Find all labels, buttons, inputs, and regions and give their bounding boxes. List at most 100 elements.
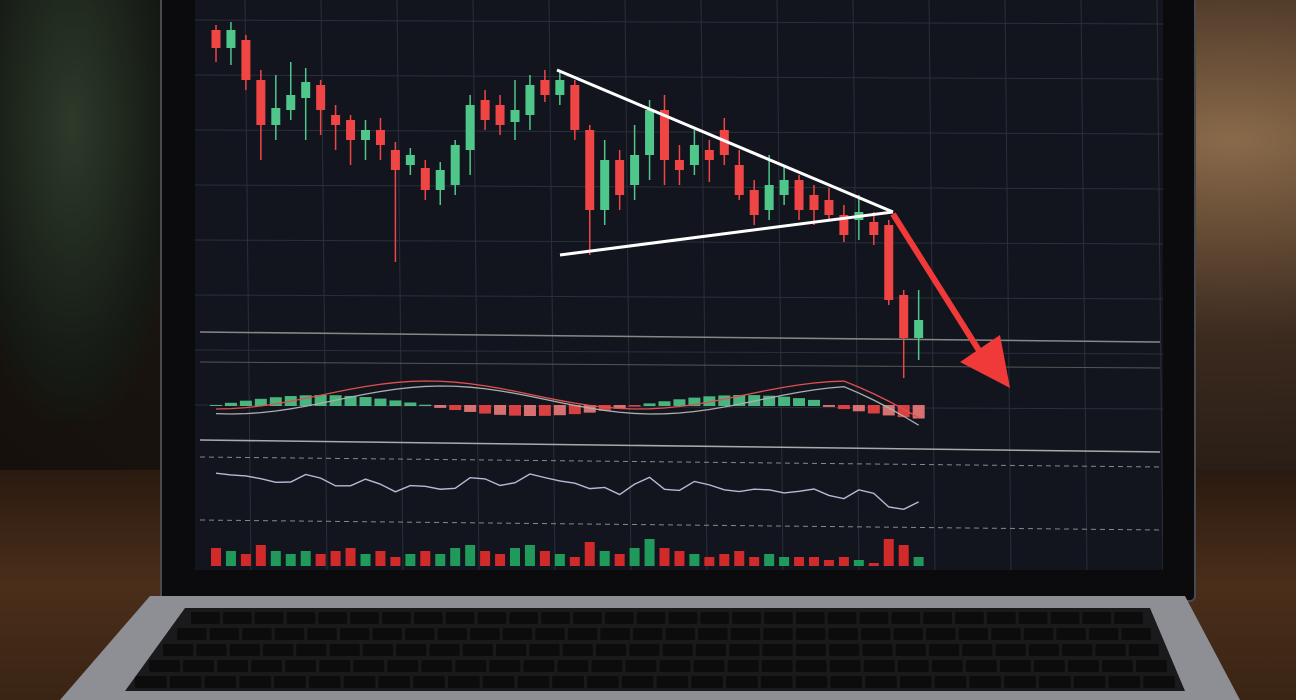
volume-bar [689,554,700,566]
keyboard-key [1056,628,1086,640]
keyboard-key [600,628,630,640]
volume-bar [719,554,730,566]
keyboard-keys [135,612,1175,688]
volume-bar [838,557,849,566]
volume-bar [524,545,535,566]
volume-bar [435,554,446,566]
macd-histogram-bar [299,395,312,406]
keyboard-key [274,628,305,640]
keyboard-key [378,676,411,688]
bullish-candle [450,145,460,185]
keyboard-key [1101,660,1133,672]
keyboard-key [991,628,1021,640]
bearish-candle [615,160,625,195]
volume-bar [704,557,715,566]
macd-histogram-bar [733,395,746,406]
bullish-candle [764,185,774,210]
keyboard-key [455,660,487,672]
keyboard-key [595,644,627,656]
keyboard-key [700,612,730,624]
keyboard-key [621,676,654,688]
keyboard-key [1038,676,1071,688]
keyboard-key [242,628,272,640]
keyboard-key [1033,660,1065,672]
keyboard-key [413,676,445,688]
macd-histogram-bar [254,398,267,406]
keyboard-key [829,660,861,672]
bearish-candle [570,85,580,130]
bearish-candle [674,160,684,170]
grid-line-h [195,294,1163,300]
volume-bar [255,545,266,566]
macd-histogram-bar [628,405,641,407]
volume-bar [764,554,775,566]
keyboard-key [604,612,634,624]
bearish-candle [346,120,356,140]
volume-bar [360,554,371,566]
macd-histogram-bar [404,402,417,406]
macd-histogram-bar [344,395,357,406]
keyboard-key [222,612,252,624]
keyboard-key [1018,612,1048,624]
macd-histogram-bar [239,400,252,406]
keyboard-key [387,660,419,672]
keyboard-key [893,628,924,640]
macd-histogram-bar [867,405,880,414]
bearish-candle [420,168,430,190]
keyboard-key [382,612,411,624]
keyboard-key [934,676,967,688]
keyboard-key [343,676,376,688]
bearish-candle [809,195,819,210]
keyboard-key [862,644,893,656]
keyboard-key [209,628,240,640]
keyboard-key [656,676,689,688]
laptop-screen [195,0,1163,570]
bearish-candle [869,222,879,235]
keyboard-key [986,612,1016,624]
volume-bar [629,548,640,566]
grid-line-v [472,0,480,570]
keyboard-key [762,644,793,656]
keyboard-key [169,676,202,688]
keyboard-key [217,660,249,672]
keyboard-key [229,644,260,656]
rsi-panel [215,472,919,511]
keyboard-key [285,660,317,672]
keyboard-key [429,644,460,656]
macd-histogram-bar [359,397,372,406]
keyboard-key [163,644,194,656]
keyboard-key [829,644,860,656]
volume-bar [225,551,236,566]
keyboard-key [863,660,895,672]
keyboard-key [965,660,997,672]
grid-line-v [852,0,860,570]
grid-line-v [624,0,632,570]
keyboard-key [761,660,793,672]
volume-bar [644,539,655,566]
grid-line-v [776,0,784,570]
keyboard-key [462,644,493,656]
volume-bar [898,545,909,566]
keyboard-key [318,612,348,624]
grid-line-v [1156,0,1163,570]
keyboard-key [353,660,385,672]
bearish-candle [375,130,385,145]
keyboard-key [698,628,728,640]
grid-line-h [195,349,1163,355]
keyboard-key [274,676,306,688]
macd-histogram-bar [538,405,551,416]
grid-line-v [244,0,252,570]
macd-histogram-bar [882,405,895,416]
keyboard-key [1028,644,1060,656]
grid-line-h [195,19,1163,25]
keyboard-key [1050,612,1080,624]
keyboard-key [149,660,181,672]
keyboard-key [509,612,539,624]
keyboard-key [795,660,827,672]
bearish-candle [480,100,490,120]
keyboard-key [557,660,589,672]
bearish-candle [540,80,550,95]
grid-line-v [1004,0,1012,570]
macd-panel [210,380,925,426]
bearish-candle [794,180,804,210]
